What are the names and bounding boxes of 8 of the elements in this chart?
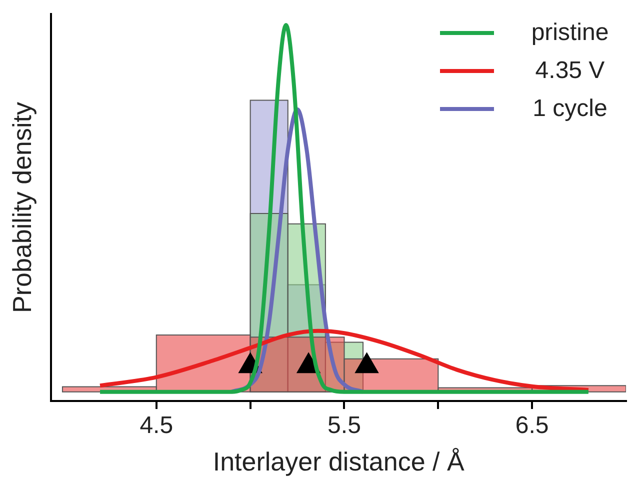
- x-tick-label: 6.5: [515, 412, 549, 440]
- x-tick-label: 5.5: [328, 412, 361, 440]
- legend-label: 1 cycle: [532, 95, 608, 123]
- legend-label: 4.35 V: [534, 57, 606, 85]
- x-tick-label: 4.5: [140, 412, 174, 440]
- y-axis-title: Probability density: [6, 102, 37, 313]
- legend-label: pristine: [530, 19, 610, 47]
- x-axis-title: Interlayer distance / Å: [212, 446, 465, 477]
